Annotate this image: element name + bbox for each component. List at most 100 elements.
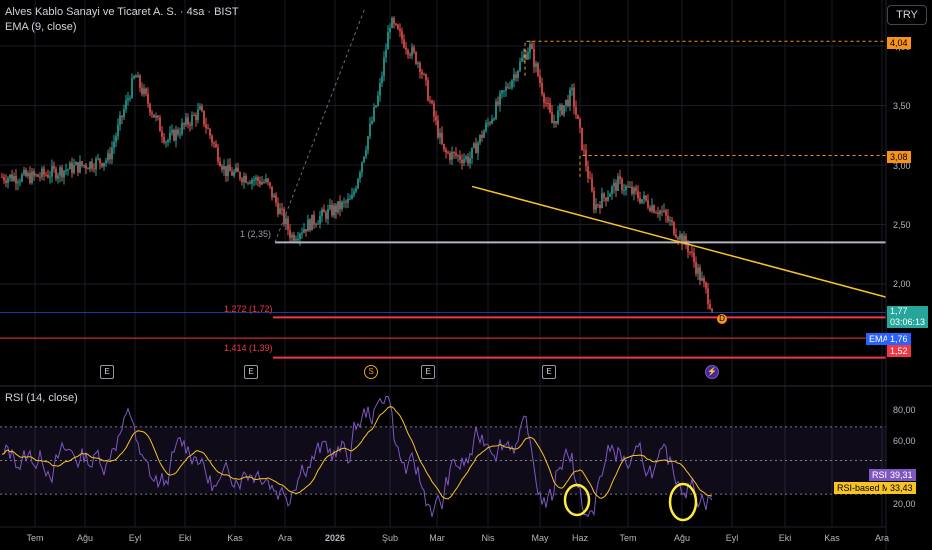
candle-body [687, 244, 689, 252]
candle-body [65, 169, 67, 171]
candle-body [103, 162, 105, 167]
candle-body [13, 176, 15, 181]
candle-body [309, 219, 311, 231]
candle-body [199, 106, 201, 110]
candle-body [1, 176, 3, 178]
candle-body [67, 169, 69, 171]
ema-indicator-label[interactable]: EMA (9, close) [5, 21, 77, 33]
candle-body [451, 152, 453, 160]
candle-body [473, 143, 475, 148]
candle-body [551, 112, 553, 124]
candle-body [489, 122, 491, 124]
earnings-event-icon[interactable]: E [542, 365, 556, 379]
candle-body [361, 162, 363, 173]
candle-body [229, 164, 231, 172]
candle-body [195, 115, 197, 121]
earnings-event-icon[interactable]: E [421, 365, 435, 379]
candle-body [697, 267, 699, 274]
candle-body [709, 303, 711, 309]
candle-body [61, 167, 63, 178]
candle-body [645, 195, 647, 201]
candle-body [293, 234, 295, 241]
earnings-event-icon[interactable]: E [244, 365, 258, 379]
candle-body [703, 277, 705, 283]
candle-body [519, 61, 521, 71]
candle-body [33, 171, 35, 176]
candle-body [233, 171, 235, 176]
candle-body [219, 161, 221, 167]
candle-body [271, 186, 273, 198]
candle-body [617, 176, 619, 191]
candle-body [369, 123, 371, 137]
rsi-band [0, 426, 886, 495]
candle-body [327, 209, 329, 220]
candle-body [305, 229, 307, 232]
dividend-event-icon[interactable]: S [364, 365, 378, 379]
rsi-pane [0, 396, 886, 522]
candle-body [481, 134, 483, 138]
candle-body [411, 47, 413, 56]
candle-body [387, 32, 389, 50]
fib-1-label: 1 (2,35) [240, 229, 272, 239]
candle-body [247, 182, 249, 184]
candle-body [39, 176, 41, 178]
candle-body [457, 155, 459, 157]
candle-body [291, 234, 293, 238]
last-price-tag: 1,77 03:06:13 [887, 306, 929, 328]
candle-body [627, 186, 629, 188]
fib-1414-label: 1,414 (1,39) [224, 343, 273, 353]
symbol-title[interactable]: Alves Kablo Sanayi ve Ticaret A. S. · 4s… [5, 6, 239, 18]
candle-body [385, 49, 387, 58]
rsi-highlight-circle [668, 482, 698, 522]
candle-body [5, 180, 7, 183]
candle-body [45, 174, 47, 176]
candle-body [575, 107, 577, 115]
currency-button[interactable]: TRY [887, 5, 927, 25]
candle-body [37, 174, 39, 177]
candle-body [639, 198, 641, 203]
pattern-d-marker[interactable]: D [717, 314, 727, 324]
candle-body [401, 31, 403, 40]
candle-body [95, 158, 97, 170]
candle-body [683, 235, 685, 245]
descending-trendline [471, 185, 887, 298]
candle-body [315, 224, 317, 226]
candle-body [377, 95, 379, 106]
candle-body [25, 169, 27, 177]
earnings-event-icon[interactable]: E [100, 365, 114, 379]
candle-body [17, 182, 19, 184]
candle-body [145, 88, 147, 94]
candle-body [343, 201, 345, 203]
candle-body [163, 136, 165, 143]
candle-body [167, 140, 169, 143]
candle-body [187, 117, 189, 125]
candle-body [93, 168, 95, 170]
candle-body [459, 155, 461, 160]
candle-body [243, 175, 245, 183]
candle-body [629, 186, 631, 188]
candle-body [141, 87, 143, 95]
candle-body [81, 161, 83, 166]
candle-body [107, 153, 109, 161]
candle-body [471, 147, 473, 159]
candle-body [9, 174, 11, 179]
candle-body [121, 115, 123, 118]
candle-body [321, 209, 323, 216]
rsi-indicator-label[interactable]: RSI (14, close) [5, 392, 78, 404]
candle-body [583, 149, 585, 151]
candle-body [273, 195, 275, 198]
candle-body [603, 193, 605, 198]
candle-body [119, 115, 121, 125]
candle-body [705, 282, 707, 289]
candle-body [391, 18, 393, 28]
price-tick: 3,00 [893, 161, 911, 171]
candle-body [87, 168, 89, 170]
candle-body [105, 160, 107, 163]
candle-body [553, 120, 555, 124]
candle-body [287, 218, 289, 230]
candle-body [663, 210, 665, 212]
candle-body [173, 130, 175, 141]
split-event-icon[interactable]: ⚡ [705, 365, 719, 379]
ema-tag-name: EMA [866, 333, 892, 345]
